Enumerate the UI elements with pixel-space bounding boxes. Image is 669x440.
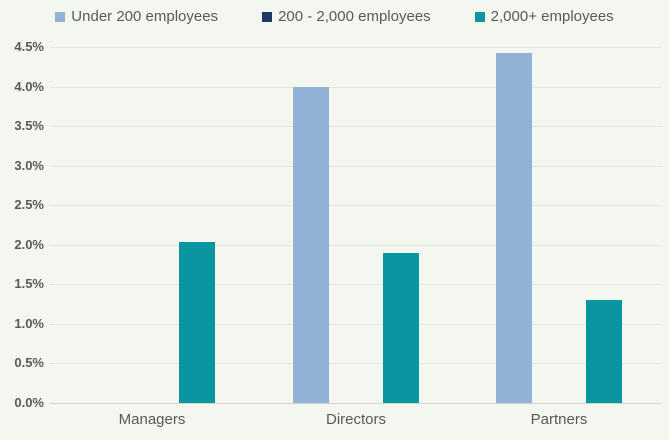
legend-label: 2,000+ employees bbox=[490, 8, 614, 25]
legend-label: Under 200 employees bbox=[71, 8, 219, 25]
y-axis-tick-label: 2.0% bbox=[14, 237, 44, 252]
gridline bbox=[50, 245, 661, 246]
bar-directors-series-2 bbox=[383, 253, 419, 403]
y-axis-tick-label: 4.0% bbox=[14, 79, 44, 94]
bar-directors-series-0 bbox=[293, 87, 329, 403]
legend-item-series-0: Under 200 employees bbox=[55, 8, 218, 25]
y-axis-tick-label: 1.5% bbox=[14, 276, 44, 291]
legend-swatch-icon bbox=[262, 11, 273, 22]
x-axis-line bbox=[50, 403, 661, 404]
x-axis-category-label: Managers bbox=[118, 411, 186, 428]
y-axis-tick-label: 0.0% bbox=[14, 395, 44, 410]
gridline bbox=[50, 205, 661, 206]
legend-item-series-2: 2,000+ employees bbox=[474, 8, 614, 25]
gridline bbox=[50, 166, 661, 167]
bar-partners-series-0 bbox=[496, 53, 532, 403]
gridline bbox=[50, 47, 661, 48]
legend-label: 200 - 2,000 employees bbox=[278, 8, 431, 25]
legend-swatch-icon bbox=[55, 11, 66, 22]
x-axis-category-label: Partners bbox=[530, 411, 588, 428]
y-axis-tick-label: 2.5% bbox=[14, 197, 44, 212]
x-axis-category-label: Directors bbox=[325, 411, 386, 428]
y-axis-tick-label: 0.5% bbox=[14, 355, 44, 370]
y-axis-tick-label: 3.5% bbox=[14, 118, 44, 133]
bar-managers-series-2 bbox=[179, 242, 215, 403]
gridline bbox=[50, 284, 661, 285]
gridline bbox=[50, 363, 661, 364]
gridline bbox=[50, 324, 661, 325]
chart-legend: Under 200 employees 200 - 2,000 employees… bbox=[0, 8, 669, 25]
y-axis-tick-label: 1.0% bbox=[14, 316, 44, 331]
y-axis-tick-label: 3.0% bbox=[14, 158, 44, 173]
legend-item-series-1: 200 - 2,000 employees bbox=[262, 8, 431, 25]
y-axis-tick-label: 4.5% bbox=[14, 39, 44, 54]
gridline bbox=[50, 126, 661, 127]
gridline bbox=[50, 87, 661, 88]
bar-partners-series-2 bbox=[586, 300, 622, 403]
legend-swatch-icon bbox=[474, 11, 485, 22]
